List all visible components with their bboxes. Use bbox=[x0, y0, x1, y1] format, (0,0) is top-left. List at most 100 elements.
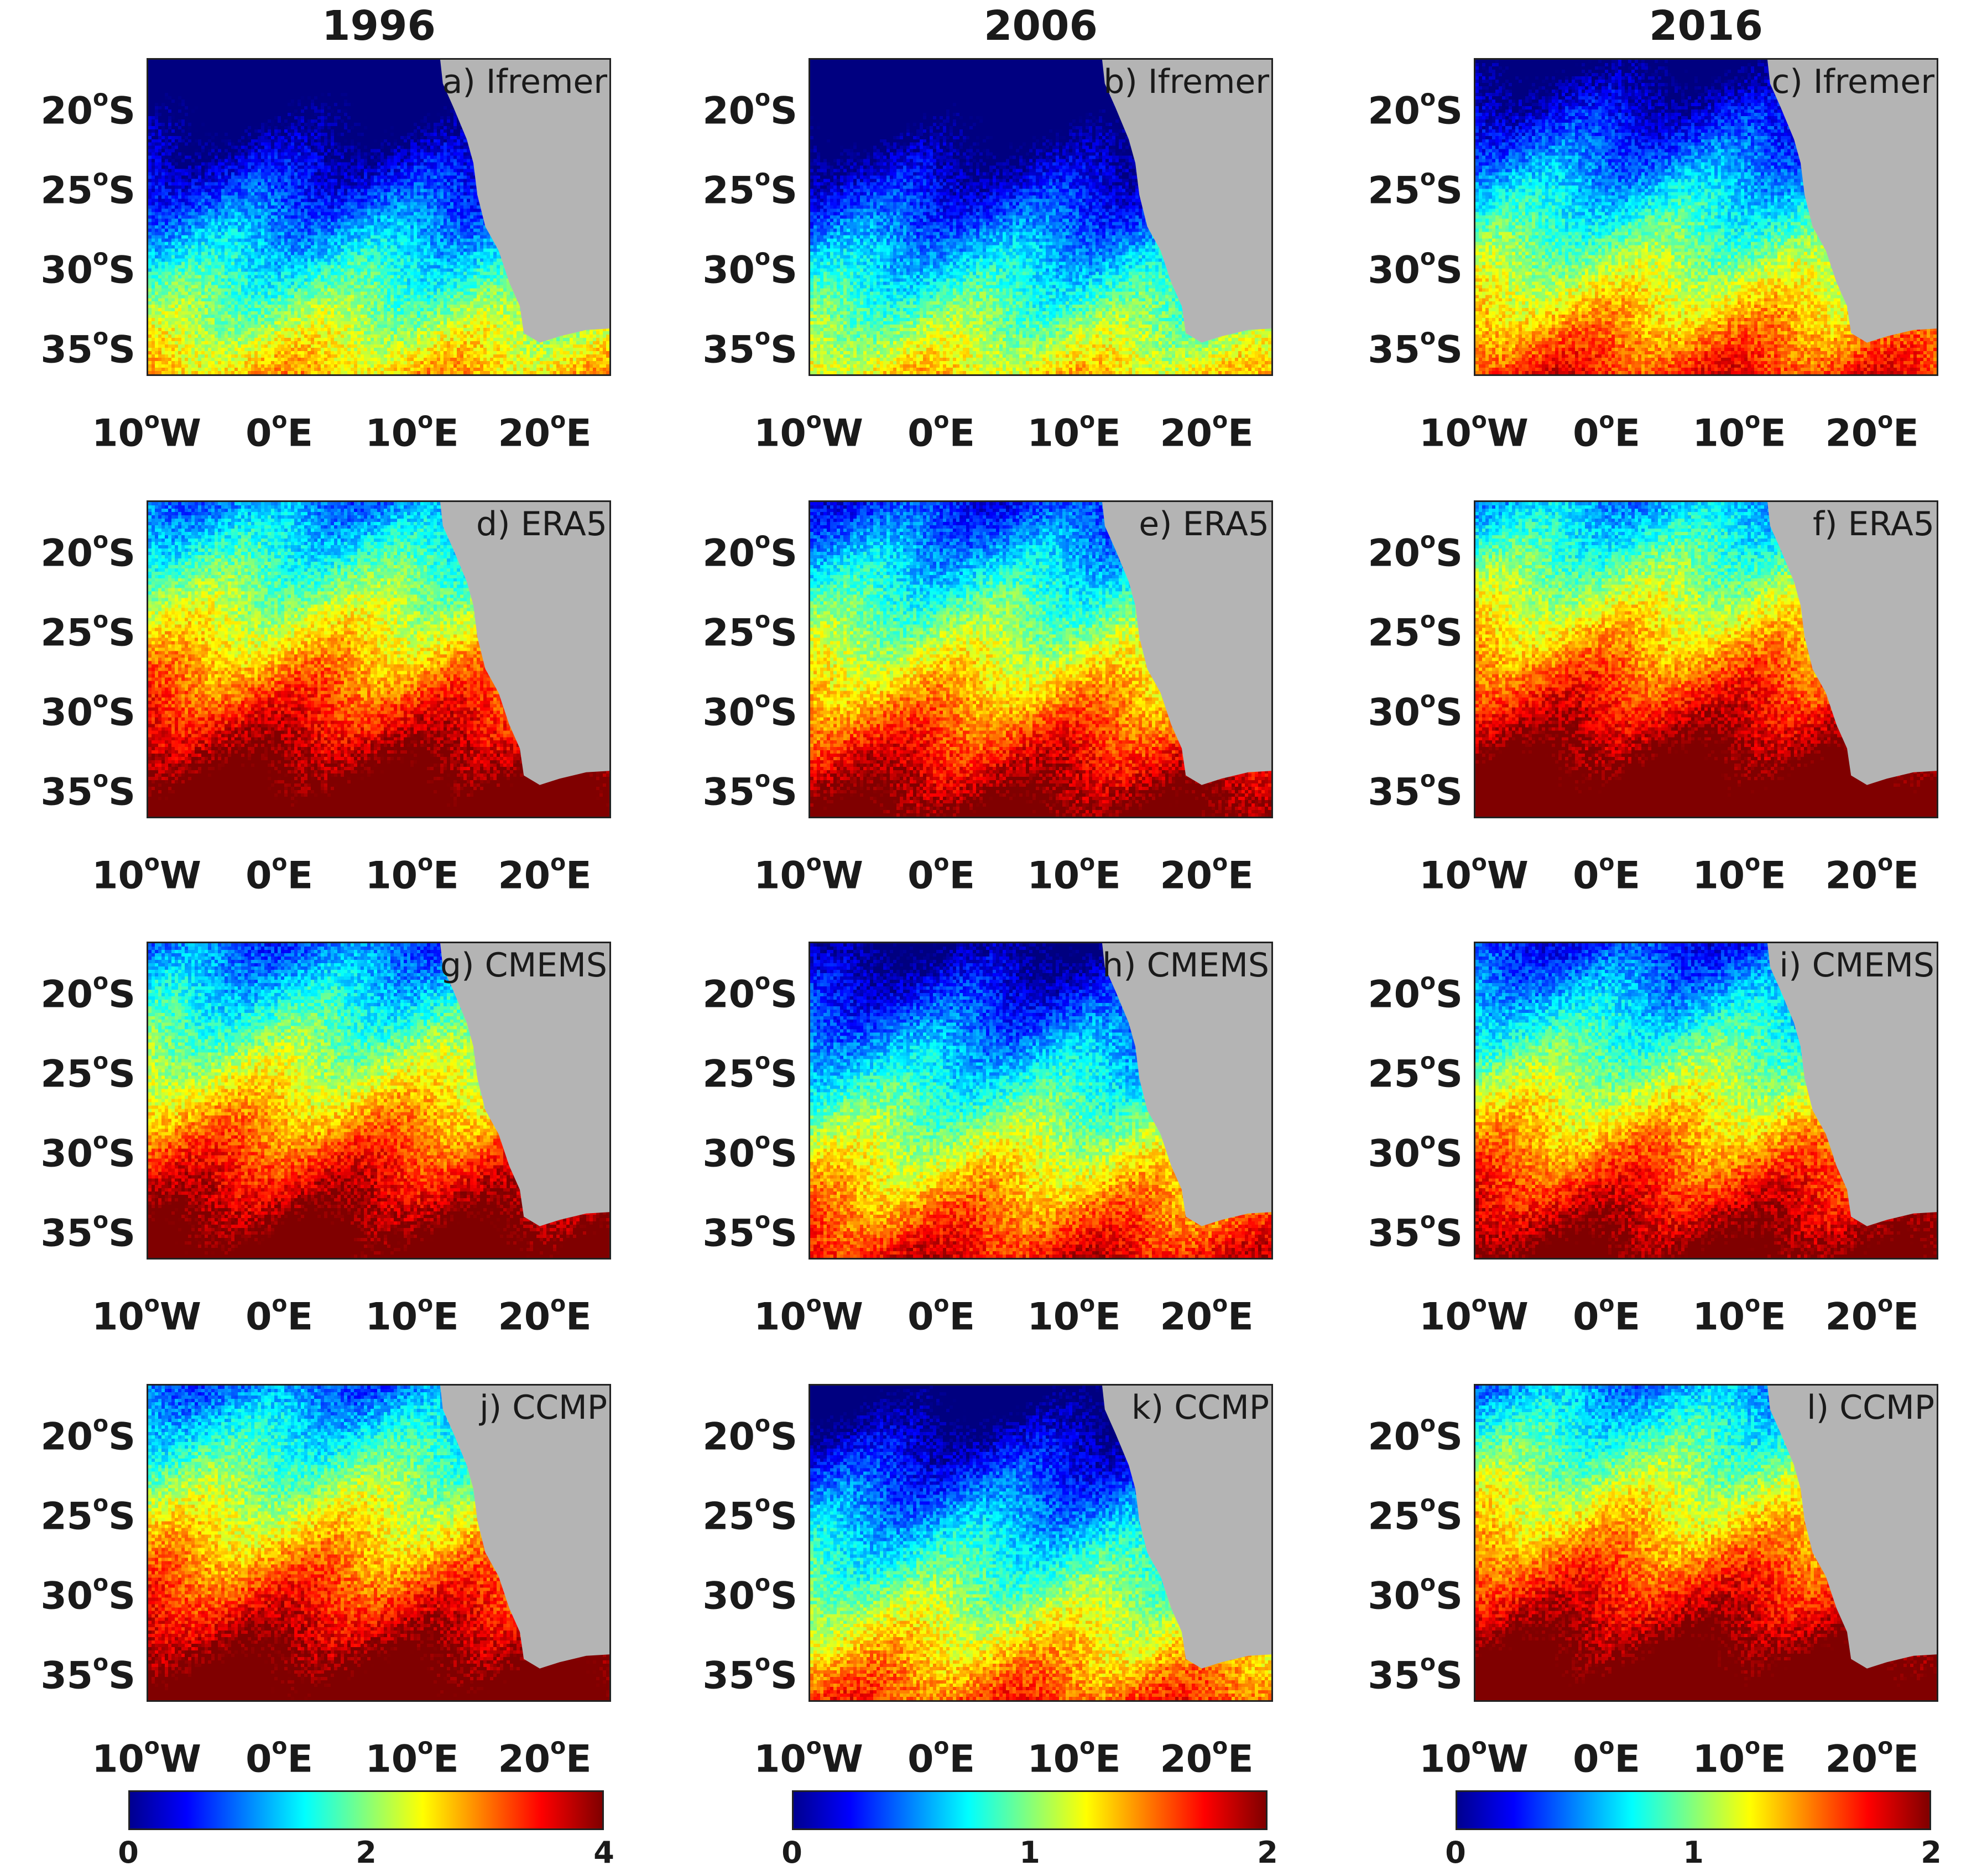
hemisphere: E bbox=[433, 411, 459, 456]
latitude-tick-label: 35oS bbox=[1341, 1209, 1463, 1253]
land-mask bbox=[440, 502, 609, 785]
hemisphere: S bbox=[770, 1132, 797, 1176]
latitude-tick-label: 20oS bbox=[14, 529, 135, 573]
latitude-tick-label: 25oS bbox=[676, 1492, 797, 1536]
latitude-tick-label: 35oS bbox=[14, 767, 135, 814]
hemisphere: E bbox=[287, 1737, 313, 1781]
africa-landmass bbox=[440, 60, 609, 343]
hemisphere: S bbox=[108, 89, 135, 133]
degree-mark: o bbox=[1420, 1569, 1436, 1596]
colorbar bbox=[128, 1790, 604, 1830]
tick-number: 30 bbox=[40, 1132, 93, 1176]
latitude-tick-label: 35oS bbox=[1341, 1651, 1463, 1698]
hemisphere: E bbox=[566, 1737, 592, 1781]
longitude-tick-label: 10oE bbox=[365, 1293, 458, 1336]
degree-mark: o bbox=[933, 1290, 950, 1317]
degree-mark: o bbox=[754, 243, 771, 270]
wind-map: b) Ifremer bbox=[809, 58, 1273, 376]
tick-number: 0 bbox=[246, 854, 272, 898]
degree-mark: o bbox=[1599, 407, 1615, 433]
africa-landmass bbox=[440, 502, 609, 785]
latitude-tick-label: 20oS bbox=[14, 1413, 135, 1456]
longitude-tick-label: 10oW bbox=[1419, 1735, 1529, 1779]
tick-number: 20 bbox=[1825, 854, 1878, 898]
wind-map: f) ERA5 bbox=[1474, 500, 1938, 818]
longitude-tick-label: 10oE bbox=[1692, 851, 1786, 895]
latitude-tick-label: 25oS bbox=[1341, 609, 1463, 652]
longitude-tick-label: 0oE bbox=[1573, 409, 1640, 453]
degree-mark: o bbox=[754, 1127, 771, 1154]
hemisphere: E bbox=[949, 1737, 975, 1781]
degree-mark: o bbox=[1745, 1733, 1761, 1759]
hemisphere: S bbox=[770, 1211, 797, 1256]
hemisphere: S bbox=[770, 770, 797, 814]
hemisphere: W bbox=[1487, 1737, 1529, 1781]
tick-number: 25 bbox=[40, 169, 93, 213]
hemisphere: S bbox=[1436, 89, 1463, 133]
panel-label: a) Ifremer bbox=[442, 62, 607, 101]
degree-mark: o bbox=[1471, 407, 1487, 433]
panel-label: g) CMEMS bbox=[440, 946, 607, 985]
hemisphere: W bbox=[821, 1295, 863, 1339]
tick-number: 20 bbox=[498, 1295, 551, 1339]
longitude-tick-label: 0oE bbox=[246, 1735, 313, 1779]
degree-mark: o bbox=[1212, 407, 1228, 433]
colorbar-tick-label: 0 bbox=[781, 1835, 802, 1870]
degree-mark: o bbox=[754, 1490, 771, 1517]
latitude-tick-label: 25oS bbox=[1341, 1492, 1463, 1536]
hemisphere: S bbox=[1436, 1574, 1463, 1618]
degree-mark: o bbox=[1420, 968, 1436, 995]
degree-mark: o bbox=[92, 1649, 109, 1676]
latitude-tick-label: 20oS bbox=[676, 87, 797, 130]
colorbar-tick-label: 0 bbox=[118, 1835, 139, 1870]
hemisphere: E bbox=[287, 1295, 313, 1339]
panel-label: l) CCMP bbox=[1807, 1388, 1934, 1427]
degree-mark: o bbox=[754, 164, 771, 191]
tick-number: 10 bbox=[92, 854, 144, 898]
hemisphere: E bbox=[1614, 854, 1640, 898]
hemisphere: S bbox=[1436, 1211, 1463, 1256]
tick-number: 35 bbox=[40, 1211, 93, 1256]
degree-mark: o bbox=[550, 1733, 566, 1759]
hemisphere: S bbox=[1436, 248, 1463, 292]
tick-number: 20 bbox=[702, 531, 755, 576]
hemisphere: S bbox=[770, 1415, 797, 1459]
hemisphere: S bbox=[108, 1654, 135, 1698]
wind-map: i) CMEMS bbox=[1474, 942, 1938, 1260]
longitude-tick-label: 10oW bbox=[754, 409, 863, 453]
longitude-tick-label: 10oW bbox=[1419, 1293, 1529, 1336]
longitude-tick-label: 20oE bbox=[1825, 1293, 1918, 1336]
hemisphere: W bbox=[821, 1737, 863, 1781]
tick-number: 30 bbox=[1368, 1574, 1420, 1618]
colorbar-tick-label: 2 bbox=[356, 1835, 377, 1870]
degree-mark: o bbox=[92, 1048, 109, 1074]
tick-number: 35 bbox=[702, 1211, 755, 1256]
land-mask bbox=[1102, 60, 1271, 343]
longitude-tick-label: 20oE bbox=[498, 851, 591, 895]
hemisphere: E bbox=[287, 411, 313, 456]
tick-number: 10 bbox=[754, 411, 806, 456]
degree-mark: o bbox=[1212, 1290, 1228, 1317]
degree-mark: o bbox=[1599, 849, 1615, 876]
tick-number: 10 bbox=[754, 1295, 806, 1339]
longitude-tick-label: 10oE bbox=[1027, 1735, 1120, 1779]
tick-number: 0 bbox=[246, 1737, 272, 1781]
degree-mark: o bbox=[754, 1206, 771, 1234]
tick-number: 30 bbox=[40, 248, 93, 292]
tick-number: 30 bbox=[702, 1574, 755, 1618]
tick-number: 25 bbox=[40, 611, 93, 655]
latitude-tick-label: 30oS bbox=[1341, 1129, 1463, 1173]
longitude-tick-label: 0oE bbox=[246, 851, 313, 895]
land-mask bbox=[1102, 502, 1271, 785]
colorbar-tick-label: 2 bbox=[1257, 1835, 1278, 1870]
hemisphere: S bbox=[1436, 1654, 1463, 1698]
latitude-tick-label: 20oS bbox=[1341, 1413, 1463, 1456]
longitude-tick-label: 10oE bbox=[365, 409, 458, 453]
panel-label: j) CCMP bbox=[479, 1388, 607, 1427]
hemisphere: S bbox=[108, 248, 135, 292]
longitude-tick-label: 10oW bbox=[754, 1293, 863, 1336]
tick-number: 20 bbox=[1368, 89, 1420, 133]
degree-mark: o bbox=[550, 407, 566, 433]
hemisphere: S bbox=[108, 770, 135, 814]
latitude-tick-label: 25oS bbox=[14, 1050, 135, 1094]
